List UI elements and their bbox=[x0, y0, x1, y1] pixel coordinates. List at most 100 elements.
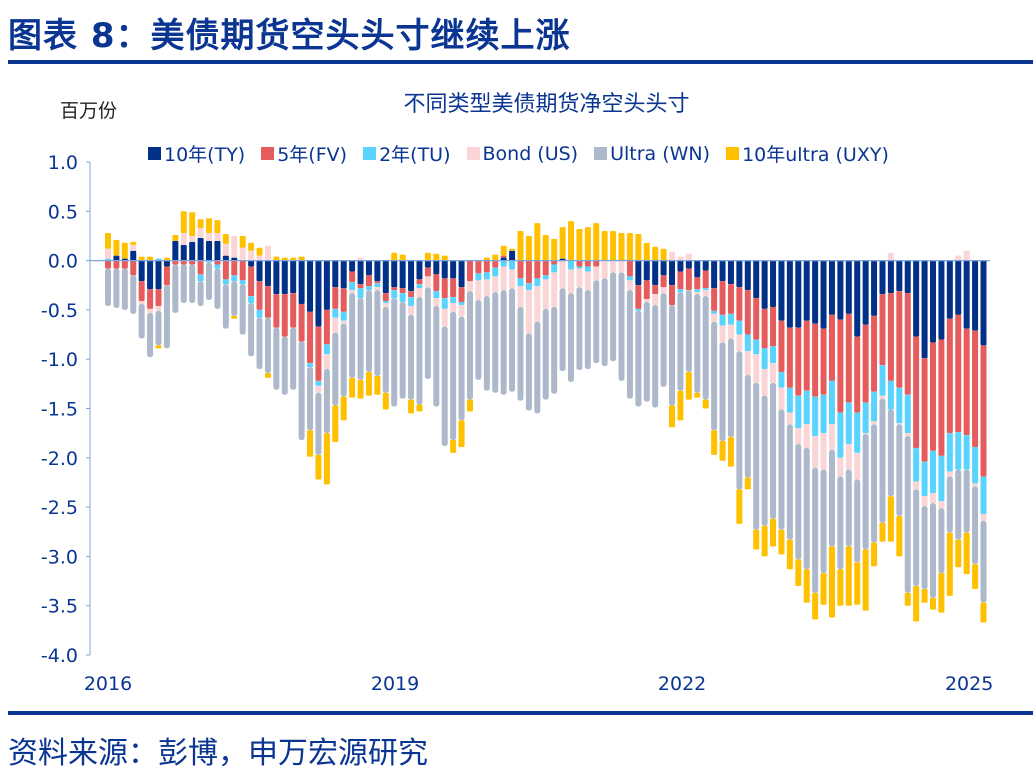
bar-segment bbox=[172, 240, 179, 261]
bar-segment bbox=[298, 260, 305, 304]
bar-segment bbox=[887, 293, 894, 381]
bar-segment bbox=[222, 284, 229, 329]
bar-segment bbox=[946, 532, 953, 596]
bar-segment bbox=[761, 395, 768, 526]
bar-segment bbox=[963, 469, 970, 533]
bar-segment bbox=[155, 305, 162, 311]
bar-segment bbox=[441, 278, 448, 299]
bar-segment bbox=[862, 402, 869, 434]
bar-segment bbox=[290, 327, 297, 390]
bar-segment bbox=[365, 286, 372, 291]
source-note: 资料来源：彭博，申万宏源研究 bbox=[8, 736, 428, 771]
bar-segment bbox=[517, 306, 524, 401]
legend-label: 10年ultra (UXY) bbox=[742, 144, 889, 166]
bar-segment bbox=[677, 260, 684, 272]
bar-segment bbox=[239, 247, 246, 261]
bar-segment bbox=[357, 298, 364, 380]
bar-segment bbox=[694, 260, 701, 278]
y-tick-label: 1.0 bbox=[48, 152, 78, 174]
y-tick-label: -1.0 bbox=[41, 349, 78, 371]
bar-segment bbox=[879, 365, 886, 396]
bar-segment bbox=[121, 242, 128, 259]
bar-segment bbox=[130, 260, 137, 276]
bar-segment bbox=[264, 373, 271, 378]
bar-segment bbox=[441, 260, 448, 279]
bar-segment bbox=[466, 260, 473, 282]
bar-segment bbox=[837, 457, 844, 477]
bar-segment bbox=[197, 260, 204, 275]
bar-segment bbox=[349, 271, 356, 283]
bar-segment bbox=[534, 278, 541, 287]
bar-segment bbox=[929, 260, 936, 343]
bar-segment bbox=[382, 303, 389, 307]
bar-segment bbox=[509, 260, 516, 270]
bar-segment bbox=[256, 317, 263, 370]
bar-segment bbox=[206, 232, 213, 241]
bar-segment bbox=[727, 313, 734, 325]
bar-segment bbox=[450, 440, 457, 453]
bar-segment bbox=[332, 317, 339, 333]
bar-segment bbox=[483, 272, 490, 280]
bar-segment bbox=[711, 288, 718, 311]
bar-segment bbox=[955, 260, 962, 315]
bar-segment bbox=[382, 301, 389, 303]
bar-segment bbox=[669, 251, 676, 261]
bar-segment bbox=[534, 286, 541, 322]
bar-segment bbox=[719, 325, 726, 343]
bar-segment bbox=[349, 290, 356, 294]
bar-segment bbox=[770, 260, 777, 307]
bar-segment bbox=[887, 252, 894, 261]
bar-segment bbox=[365, 290, 372, 373]
bar-segment bbox=[955, 539, 962, 568]
bar-segment bbox=[416, 288, 423, 298]
bar-segment bbox=[946, 260, 953, 319]
legend-item: 10年(TY) bbox=[148, 140, 245, 167]
legend-item: 5年(FV) bbox=[261, 140, 347, 167]
bar-segment bbox=[744, 260, 751, 291]
bar-segment bbox=[963, 532, 970, 575]
bar-segment bbox=[500, 266, 507, 291]
legend-swatch bbox=[148, 147, 161, 160]
bar-segment bbox=[593, 280, 600, 364]
bar-segment bbox=[273, 327, 280, 390]
bar-segment bbox=[685, 372, 692, 400]
bar-segment bbox=[163, 260, 170, 267]
bar-segment bbox=[458, 420, 465, 447]
bar-segment bbox=[786, 424, 793, 540]
bar-segment bbox=[803, 320, 810, 391]
bar-segment bbox=[887, 496, 894, 542]
bar-segment bbox=[803, 447, 810, 570]
bar-segment bbox=[542, 275, 549, 280]
bar-segment bbox=[155, 345, 162, 349]
bar-segment bbox=[896, 515, 903, 557]
bar-segment bbox=[323, 433, 330, 485]
bar-segment bbox=[635, 260, 642, 286]
bar-segment bbox=[206, 262, 213, 301]
bar-segment bbox=[509, 248, 516, 251]
bar-segment bbox=[450, 303, 457, 312]
bar-segment bbox=[332, 287, 339, 309]
legend-item: 10年ultra (UXY) bbox=[726, 140, 889, 167]
bar-segment bbox=[904, 394, 911, 434]
bar-segment bbox=[786, 539, 793, 570]
bar-segment bbox=[105, 248, 111, 259]
bar-segment bbox=[626, 276, 633, 281]
bar-segment bbox=[483, 260, 490, 273]
y-tick-label: 0.5 bbox=[48, 201, 78, 223]
bar-segment bbox=[980, 476, 987, 514]
bar-segment bbox=[416, 284, 423, 289]
bar-segment bbox=[391, 290, 398, 299]
bar-segment bbox=[660, 275, 667, 288]
bar-segment bbox=[197, 274, 204, 282]
bar-segment bbox=[879, 294, 886, 366]
bar-segment bbox=[433, 253, 440, 261]
bar-segment bbox=[138, 256, 145, 261]
bar-segment bbox=[483, 279, 490, 297]
bar-segment bbox=[854, 336, 861, 413]
bar-segment bbox=[374, 287, 381, 291]
bar-segment bbox=[525, 333, 532, 411]
bar-segment bbox=[408, 399, 415, 414]
bar-segment bbox=[896, 424, 903, 516]
bar-segment bbox=[736, 260, 743, 288]
bar-segment bbox=[256, 281, 263, 310]
